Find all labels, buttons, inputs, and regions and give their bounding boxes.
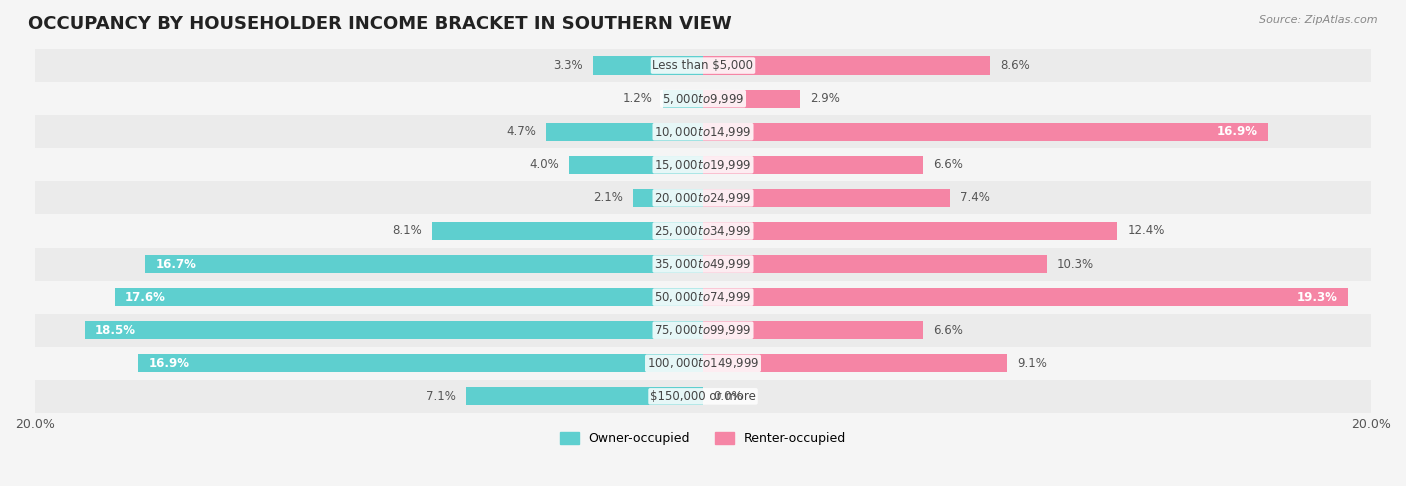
Bar (35, 214, 1371, 247)
Bar (35, 181, 1371, 214)
Text: 18.5%: 18.5% (96, 324, 136, 337)
Bar (35, 247, 1371, 280)
Text: 19.3%: 19.3% (1296, 291, 1337, 304)
Text: 4.7%: 4.7% (506, 125, 536, 138)
Text: 16.9%: 16.9% (1216, 125, 1257, 138)
Bar (703, 189, 950, 207)
Text: 2.9%: 2.9% (810, 92, 839, 105)
Text: 10.3%: 10.3% (1057, 258, 1094, 271)
Bar (703, 288, 1348, 306)
Text: $35,000 to $49,999: $35,000 to $49,999 (654, 257, 752, 271)
Bar (145, 255, 703, 273)
Bar (569, 156, 703, 174)
Bar (35, 148, 1371, 181)
Text: 0.0%: 0.0% (713, 390, 742, 403)
Bar (703, 255, 1047, 273)
Bar (703, 89, 800, 108)
Text: $100,000 to $149,999: $100,000 to $149,999 (647, 356, 759, 370)
Text: 1.2%: 1.2% (623, 92, 652, 105)
Bar (35, 115, 1371, 148)
Bar (703, 122, 1268, 141)
Bar (35, 49, 1371, 82)
Text: OCCUPANCY BY HOUSEHOLDER INCOME BRACKET IN SOUTHERN VIEW: OCCUPANCY BY HOUSEHOLDER INCOME BRACKET … (28, 15, 733, 33)
Text: 16.9%: 16.9% (149, 357, 190, 370)
Text: 7.1%: 7.1% (426, 390, 456, 403)
Text: 6.6%: 6.6% (934, 158, 963, 171)
Bar (546, 122, 703, 141)
Text: 6.6%: 6.6% (934, 324, 963, 337)
Bar (465, 387, 703, 405)
Bar (433, 222, 703, 240)
Text: $150,000 or more: $150,000 or more (650, 390, 756, 403)
Text: 8.6%: 8.6% (1000, 59, 1031, 72)
Text: 2.1%: 2.1% (593, 191, 623, 205)
Bar (633, 189, 703, 207)
Text: 7.4%: 7.4% (960, 191, 990, 205)
Text: 17.6%: 17.6% (125, 291, 166, 304)
Bar (703, 156, 924, 174)
Text: $15,000 to $19,999: $15,000 to $19,999 (654, 158, 752, 172)
Text: $10,000 to $14,999: $10,000 to $14,999 (654, 125, 752, 139)
Bar (35, 280, 1371, 313)
Text: 16.7%: 16.7% (155, 258, 195, 271)
Bar (84, 321, 703, 339)
Bar (115, 288, 703, 306)
Bar (35, 380, 1371, 413)
Bar (35, 347, 1371, 380)
Text: $50,000 to $74,999: $50,000 to $74,999 (654, 290, 752, 304)
Text: 3.3%: 3.3% (553, 59, 582, 72)
Legend: Owner-occupied, Renter-occupied: Owner-occupied, Renter-occupied (555, 427, 851, 451)
Bar (703, 56, 990, 75)
Text: 9.1%: 9.1% (1017, 357, 1047, 370)
Bar (138, 354, 703, 372)
Text: 4.0%: 4.0% (530, 158, 560, 171)
Bar (662, 89, 703, 108)
Text: $25,000 to $34,999: $25,000 to $34,999 (654, 224, 752, 238)
Bar (35, 82, 1371, 115)
Text: $5,000 to $9,999: $5,000 to $9,999 (662, 92, 744, 105)
Text: $20,000 to $24,999: $20,000 to $24,999 (654, 191, 752, 205)
Text: 8.1%: 8.1% (392, 225, 422, 238)
Text: $75,000 to $99,999: $75,000 to $99,999 (654, 323, 752, 337)
Text: Less than $5,000: Less than $5,000 (652, 59, 754, 72)
Bar (703, 354, 1007, 372)
Text: Source: ZipAtlas.com: Source: ZipAtlas.com (1260, 15, 1378, 25)
Bar (593, 56, 703, 75)
Bar (703, 222, 1118, 240)
Text: 12.4%: 12.4% (1128, 225, 1164, 238)
Bar (35, 313, 1371, 347)
Bar (703, 321, 924, 339)
